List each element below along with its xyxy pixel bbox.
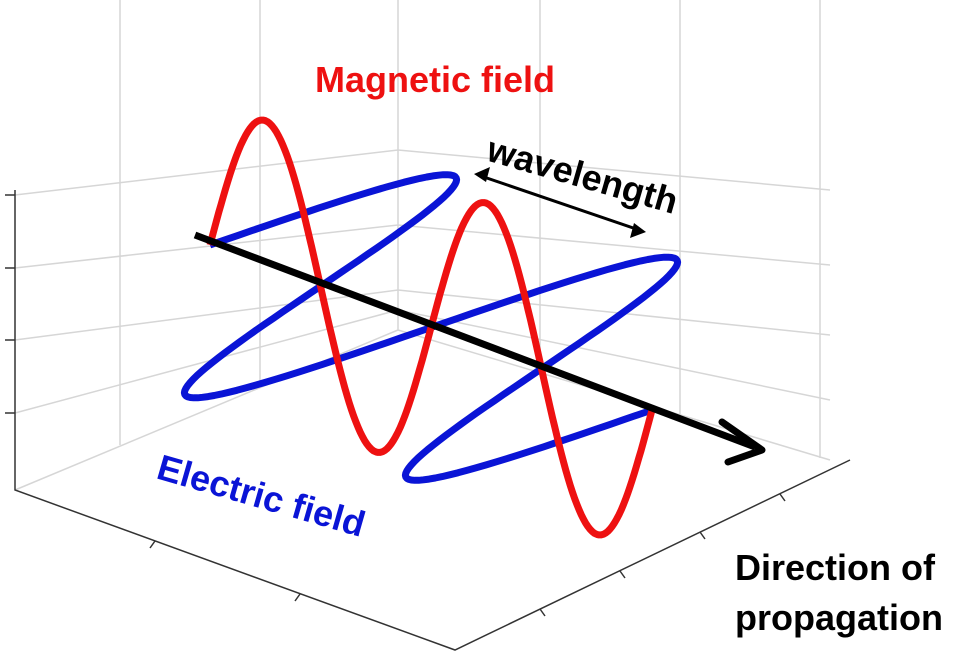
direction-label: propagation <box>735 597 943 638</box>
magnetic-label: Magnetic field <box>315 59 555 100</box>
diagram: Magnetic field wavelength Electric field… <box>0 0 962 653</box>
wavelength-label: wavelength <box>482 128 683 222</box>
direction-label: Direction of <box>735 547 936 588</box>
electric-label: Electric field <box>153 446 370 544</box>
